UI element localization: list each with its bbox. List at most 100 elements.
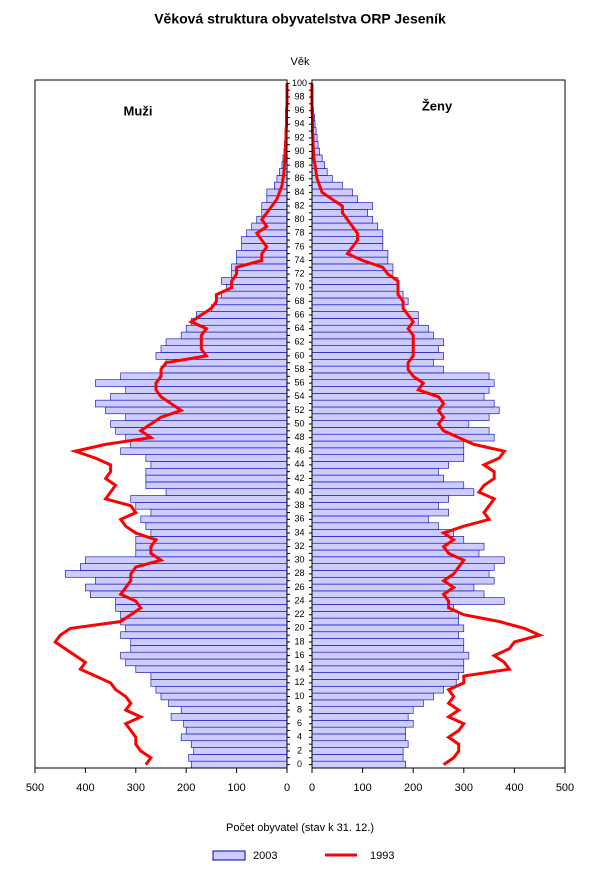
bar <box>311 215 374 224</box>
bar <box>140 515 288 524</box>
x-tick-label: 0 <box>284 782 290 794</box>
bar <box>311 611 460 619</box>
bar <box>125 624 288 633</box>
y-tick-label: 26 <box>294 582 304 592</box>
bar <box>311 311 419 319</box>
bar <box>150 672 288 680</box>
bar <box>311 685 444 694</box>
bar <box>145 454 288 462</box>
bar <box>311 386 490 394</box>
y-tick-label: 58 <box>294 364 304 374</box>
y-tick-label: 48 <box>294 432 304 442</box>
x-tick-label: 100 <box>227 782 245 794</box>
bar <box>311 760 406 769</box>
y-tick-label: 50 <box>294 418 304 428</box>
bar <box>311 713 409 721</box>
y-tick-label: 84 <box>294 187 304 197</box>
bar <box>95 399 288 408</box>
bar <box>311 631 460 639</box>
bar <box>311 188 353 197</box>
y-tick-label: 4 <box>297 732 302 742</box>
y-tick-label: 18 <box>294 636 304 646</box>
bar <box>311 284 399 292</box>
bar <box>311 747 404 755</box>
bar <box>311 604 454 612</box>
y-tick-label: 14 <box>294 664 304 674</box>
bar <box>311 331 434 340</box>
bar <box>311 536 465 544</box>
bar <box>251 222 288 231</box>
bar <box>311 672 460 680</box>
bar <box>311 733 406 742</box>
bar <box>193 747 288 755</box>
bar <box>130 495 288 503</box>
bar <box>231 270 288 278</box>
y-tick-label: 46 <box>294 446 304 456</box>
bar <box>155 685 288 694</box>
y-tick-label: 36 <box>294 514 304 524</box>
bar <box>311 726 406 735</box>
bar <box>311 570 490 578</box>
bar <box>311 236 384 244</box>
x-tick-label: 400 <box>505 782 523 794</box>
bar <box>190 760 288 769</box>
y-tick-label: 70 <box>294 282 304 292</box>
chart-title: Věková struktura obyvatelstva ORP Jesení… <box>154 11 446 27</box>
y-tick-label: 80 <box>294 214 304 224</box>
y-tick-label: 88 <box>294 160 304 170</box>
bar <box>120 372 288 381</box>
bar <box>311 277 399 285</box>
bar <box>150 679 288 687</box>
bar <box>311 481 465 490</box>
bar <box>311 590 485 599</box>
bar <box>85 556 288 564</box>
x-tick-label: 0 <box>309 782 315 794</box>
y-tick-label: 44 <box>294 459 304 469</box>
bar <box>311 658 465 667</box>
x-tick-label: 500 <box>26 782 44 794</box>
y-tick-label: 56 <box>294 378 304 388</box>
y-tick-label: 22 <box>294 609 304 619</box>
bar <box>135 536 288 544</box>
bar <box>311 740 409 748</box>
y-tick-label: 68 <box>294 296 304 306</box>
bar <box>95 576 288 585</box>
y-tick-label: 78 <box>294 228 304 238</box>
bar <box>135 665 288 673</box>
bar <box>311 413 490 421</box>
bar <box>311 427 490 435</box>
y-tick-label: 0 <box>297 759 302 769</box>
bar <box>226 284 288 292</box>
bar <box>110 393 288 401</box>
y-tick-label: 42 <box>294 473 304 483</box>
y-tick-label: 54 <box>294 391 304 401</box>
bar <box>130 440 288 449</box>
bar <box>120 611 288 619</box>
bar <box>145 481 288 490</box>
bar <box>150 461 288 469</box>
bar <box>150 508 288 517</box>
bar <box>311 256 389 265</box>
bar <box>135 542 288 551</box>
bar <box>145 474 288 483</box>
bar <box>311 597 505 605</box>
bar <box>311 638 465 646</box>
bar <box>311 495 449 503</box>
bar <box>183 720 288 728</box>
bar <box>311 488 475 496</box>
y-tick-label: 2 <box>297 745 302 755</box>
bar <box>311 461 449 469</box>
x-tick-label: 200 <box>177 782 195 794</box>
bar <box>311 556 505 564</box>
bar <box>160 365 288 374</box>
bar <box>311 352 444 360</box>
bar <box>311 229 384 237</box>
y-tick-label: 32 <box>294 541 304 551</box>
bar <box>311 393 485 401</box>
bar <box>311 542 485 551</box>
y-tick-label: 92 <box>294 132 304 142</box>
bar <box>180 706 288 714</box>
line <box>310 83 545 766</box>
bar <box>95 379 288 387</box>
bar <box>120 631 288 639</box>
